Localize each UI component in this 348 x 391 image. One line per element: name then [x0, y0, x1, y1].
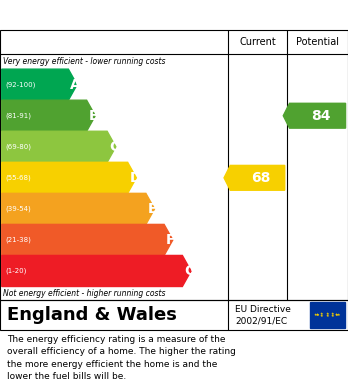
- Text: ★: ★: [316, 314, 319, 317]
- Text: ★: ★: [331, 314, 334, 318]
- Text: D: D: [129, 171, 141, 185]
- Text: ★: ★: [335, 314, 339, 317]
- Text: Current: Current: [239, 37, 276, 47]
- Text: (69-80): (69-80): [5, 143, 31, 150]
- Text: England & Wales: England & Wales: [7, 306, 177, 324]
- Polygon shape: [2, 100, 95, 131]
- Text: 84: 84: [311, 109, 331, 123]
- Polygon shape: [2, 255, 191, 287]
- Text: ★: ★: [325, 314, 329, 318]
- Polygon shape: [2, 162, 136, 194]
- Text: ★: ★: [314, 313, 318, 317]
- Text: (81-91): (81-91): [5, 113, 31, 119]
- Text: 68: 68: [251, 171, 271, 185]
- Text: (92-100): (92-100): [5, 81, 35, 88]
- Text: G: G: [184, 264, 196, 278]
- Text: Not energy efficient - higher running costs: Not energy efficient - higher running co…: [3, 289, 166, 298]
- Bar: [310, 302, 345, 328]
- Text: EU Directive
2002/91/EC: EU Directive 2002/91/EC: [235, 305, 291, 325]
- Text: B: B: [88, 109, 99, 123]
- Text: The energy efficiency rating is a measure of the
overall efficiency of a home. T: The energy efficiency rating is a measur…: [7, 335, 236, 381]
- Text: (55-68): (55-68): [5, 174, 31, 181]
- Text: ★: ★: [331, 312, 334, 316]
- Polygon shape: [224, 165, 285, 190]
- Text: C: C: [109, 140, 119, 154]
- Text: F: F: [166, 233, 175, 247]
- Text: ★: ★: [320, 314, 323, 318]
- Polygon shape: [2, 224, 173, 255]
- Text: E: E: [148, 202, 157, 216]
- Text: Potential: Potential: [296, 37, 339, 47]
- Text: (1-20): (1-20): [5, 268, 26, 274]
- Text: ★: ★: [337, 313, 340, 317]
- Text: (21-38): (21-38): [5, 237, 31, 243]
- Text: Energy Efficiency Rating: Energy Efficiency Rating: [10, 7, 220, 23]
- Text: ★: ★: [335, 312, 339, 317]
- Polygon shape: [2, 131, 116, 162]
- Polygon shape: [283, 103, 346, 128]
- Text: ★: ★: [320, 312, 323, 316]
- Text: Very energy efficient - lower running costs: Very energy efficient - lower running co…: [3, 57, 166, 66]
- Polygon shape: [2, 69, 77, 100]
- Text: (39-54): (39-54): [5, 206, 31, 212]
- Text: A: A: [70, 78, 81, 91]
- Text: ★: ★: [316, 312, 319, 317]
- Text: ★: ★: [325, 312, 329, 316]
- Polygon shape: [2, 194, 155, 224]
